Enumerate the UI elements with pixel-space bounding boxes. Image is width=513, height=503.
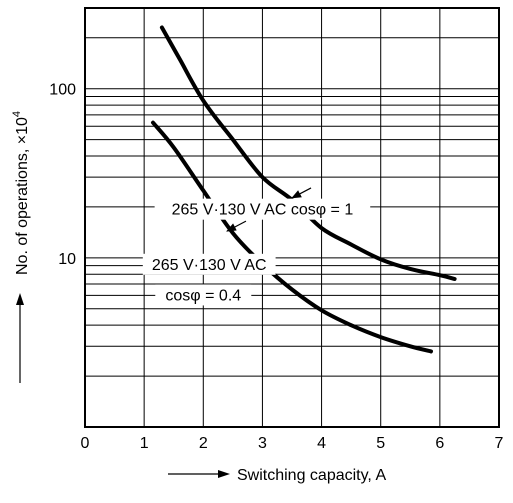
x-tick-label: 4: [317, 435, 326, 452]
y-tick-label: 10: [58, 251, 76, 268]
x-tick-label: 3: [258, 435, 267, 452]
annotation-backing: [155, 284, 252, 306]
tick-labels: 0 1 2 3 4 5 6 7 10 100: [49, 82, 503, 452]
x-tick-label: 7: [495, 435, 504, 452]
series-curve-1: [159, 25, 457, 281]
annotation-backing: [154, 198, 371, 220]
curve-annotation-label: cosφ = 0.4: [165, 287, 241, 304]
x-tick-label: 6: [435, 435, 444, 452]
y-axis-label: No. of operations, ×104: [11, 111, 31, 275]
curve-annotation-label: 265 V·130 V AC: [152, 257, 267, 274]
annotation-arrow: [226, 220, 247, 232]
x-tick-label: 5: [376, 435, 385, 452]
x-axis-label: Switching capacity, A: [237, 467, 386, 484]
curve-annotations: 265 V·130 V AC cosφ = 1 265 V·130 V AC cos…: [142, 187, 371, 306]
x-tick-label: 2: [199, 435, 208, 452]
series-curve-2: [151, 120, 433, 354]
curve-annotation-label: 265 V·130 V AC cosφ = 1: [172, 202, 354, 219]
y-axis-label-text: No. of operations, ×10: [14, 117, 31, 275]
plot-frame: [84, 7, 500, 428]
x-tick-label: 0: [81, 435, 90, 452]
annotation-arrow: [291, 187, 312, 199]
y-axis-label-superscript: 4: [11, 111, 23, 117]
x-axis-direction-arrow: [168, 470, 230, 478]
y-axis-arrow-head: [16, 293, 24, 305]
grid-lines: [85, 8, 499, 427]
y-tick-label: 100: [49, 82, 76, 99]
x-axis-arrow-head: [218, 470, 230, 478]
y-axis-title: No. of operations, ×104: [11, 111, 31, 275]
x-tick-label: 1: [140, 435, 149, 452]
y-axis-direction-arrow: [16, 293, 24, 383]
annotation-backing: [142, 253, 276, 275]
